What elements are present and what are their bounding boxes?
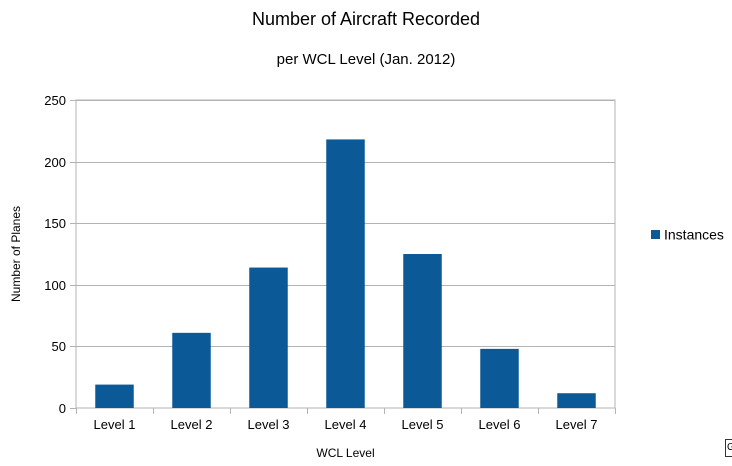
x-tick-label: Level 2: [171, 417, 213, 432]
x-tick-label: Level 7: [556, 417, 598, 432]
x-tick-label: Level 1: [94, 417, 136, 432]
y-tick-label: 200: [44, 155, 66, 170]
chart-title: Number of Aircraft Recorded: [251, 9, 481, 29]
bar: [249, 267, 288, 408]
bar: [480, 348, 519, 408]
x-axis-title: WCL Level: [316, 446, 374, 460]
y-tick-label: 50: [52, 339, 66, 354]
bar: [95, 384, 134, 408]
y-tick-label: 100: [44, 278, 66, 293]
corner-icon: G: [725, 439, 732, 457]
bar: [557, 393, 596, 408]
bar: [403, 254, 442, 408]
bar: [326, 139, 365, 408]
y-tick-label: 150: [44, 216, 66, 231]
x-tick-label: Level 5: [402, 417, 444, 432]
x-tick-label: Level 3: [248, 417, 290, 432]
x-tick-label: Level 6: [479, 417, 521, 432]
chart-subtitle: per WCL Level (Jan. 2012): [276, 51, 456, 68]
legend-swatch: [651, 230, 660, 239]
x-tick-label: Level 4: [325, 417, 367, 432]
legend-label: Instances: [664, 227, 724, 243]
bar: [172, 332, 211, 408]
y-axis-title: Number of Planes: [9, 206, 23, 302]
y-tick-label: 0: [59, 401, 66, 416]
y-tick-label: 250: [44, 93, 66, 108]
